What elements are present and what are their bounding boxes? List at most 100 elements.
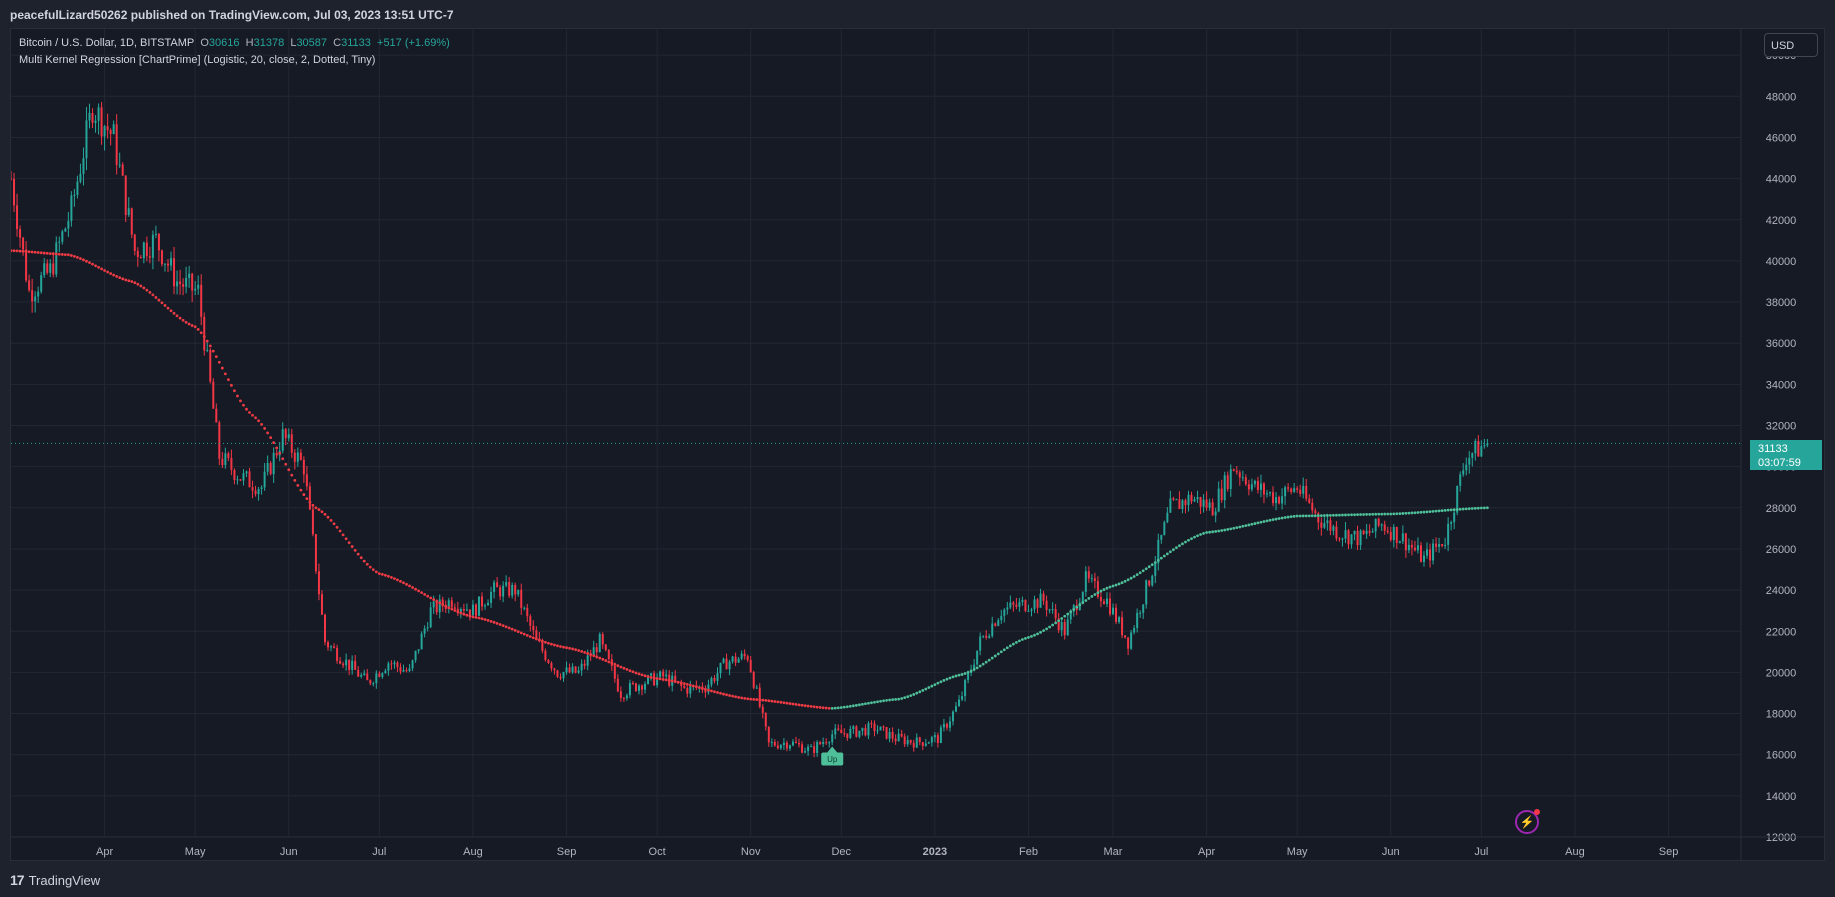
candle-body <box>191 273 194 291</box>
regression-dot <box>670 679 674 683</box>
regression-dot <box>48 252 52 255</box>
candle-body <box>1102 601 1105 605</box>
candle-body <box>1332 526 1335 531</box>
regression-dot <box>598 656 602 660</box>
regression-dot <box>263 427 267 430</box>
regression-dot <box>851 704 855 708</box>
candle-body <box>816 742 819 753</box>
candle-body <box>1284 487 1287 497</box>
regression-dot <box>1476 506 1480 510</box>
candle-body <box>628 683 631 696</box>
legend-low-value: 30587 <box>296 37 328 49</box>
x-tick-label: May <box>185 846 206 858</box>
regression-dot <box>1165 552 1169 556</box>
candle-body <box>924 743 927 746</box>
regression-dot <box>317 508 321 511</box>
regression-dot <box>794 703 798 706</box>
regression-dot <box>625 668 629 671</box>
candle-body <box>948 721 951 728</box>
regression-dot <box>308 500 312 504</box>
regression-dot <box>1090 595 1094 598</box>
candle-body <box>1344 530 1347 539</box>
candle-body <box>302 459 305 475</box>
candle-body <box>1211 502 1214 516</box>
candle-body <box>1214 511 1217 516</box>
regression-dot <box>1011 642 1015 646</box>
candle-body <box>145 242 148 257</box>
candle-body <box>387 663 390 671</box>
legend-indicator[interactable]: Multi Kernel Regression [ChartPrime] (Lo… <box>19 54 376 66</box>
regression-dot <box>15 249 19 253</box>
regression-dot <box>1434 509 1438 513</box>
regression-dot <box>332 522 336 526</box>
candle-body <box>1039 593 1042 608</box>
candle-body <box>861 727 864 731</box>
candle-body <box>1477 440 1480 457</box>
regression-dot <box>347 541 351 545</box>
y-tick-label: 46000 <box>1766 132 1797 144</box>
regression-dot <box>845 705 849 709</box>
candle-body <box>1395 526 1398 543</box>
candle-body <box>49 263 52 273</box>
regression-dot <box>788 702 792 705</box>
regression-dot <box>574 648 577 652</box>
regression-dot <box>839 706 843 709</box>
regression-dot <box>97 265 100 269</box>
candle-body <box>254 490 257 495</box>
regression-dot <box>610 661 614 665</box>
regression-dot <box>897 697 901 701</box>
legend-symbol[interactable]: Bitcoin / U.S. Dollar, 1D, BITSTAMP <box>19 37 195 49</box>
candle-body <box>1250 484 1253 490</box>
candle-body <box>1096 581 1099 597</box>
candle-body <box>408 668 411 671</box>
chart-frame[interactable]: Bitcoin / U.S. Dollar, 1D, BITSTAMP O306… <box>10 28 1825 861</box>
candle-body <box>1139 612 1142 614</box>
regression-dot <box>1440 509 1444 513</box>
candle-body <box>879 726 882 731</box>
candle-body <box>1374 518 1377 532</box>
candle-body <box>206 349 209 351</box>
candle-body <box>1057 618 1060 631</box>
regression-dot <box>196 328 200 331</box>
regression-dot <box>716 691 719 694</box>
candle-body <box>1208 502 1211 508</box>
currency-button[interactable]: USD <box>1764 33 1818 57</box>
regression-dot <box>293 478 297 482</box>
candle-body <box>1365 530 1368 534</box>
candle-body <box>263 471 266 488</box>
candle-body <box>1229 469 1232 489</box>
candle-body <box>976 650 979 665</box>
regression-dot <box>791 702 795 706</box>
candle-body <box>490 591 493 603</box>
candle-body <box>894 738 897 742</box>
y-tick-label: 18000 <box>1766 709 1797 721</box>
regression-dot <box>1042 629 1045 633</box>
price-chart[interactable]: 12000 14000 16000 18000 20000 22000 24000 26000… <box>11 29 1825 861</box>
lightning-icon[interactable]: ⚡ <box>1515 809 1540 834</box>
candle-body <box>1383 524 1386 531</box>
candle-body <box>414 650 417 661</box>
tradingview-brand[interactable]: 17 TradingView <box>10 872 100 888</box>
candle-body <box>634 683 637 691</box>
candle-body <box>559 677 562 679</box>
candle-body <box>964 679 967 697</box>
regression-dot <box>79 257 82 260</box>
candle-body <box>1223 475 1226 501</box>
candle-body <box>728 661 731 670</box>
regression-dot <box>1431 509 1435 513</box>
regression-dot <box>402 581 405 585</box>
candle-body <box>1060 622 1063 631</box>
candle-body <box>1121 617 1124 636</box>
publish-text: peacefulLizard50262 published on Trading… <box>10 8 454 22</box>
candle-body <box>305 474 308 487</box>
regression-dot <box>885 698 888 702</box>
candle-body <box>73 194 76 196</box>
regression-dot <box>1008 644 1012 648</box>
regression-dot <box>604 659 608 662</box>
regression-dot <box>1232 526 1236 530</box>
candle-body <box>348 659 351 670</box>
candle-body <box>272 452 275 475</box>
legend-open-value: 30616 <box>208 37 240 49</box>
regression-dot <box>1292 514 1296 518</box>
candle-body <box>34 296 37 302</box>
